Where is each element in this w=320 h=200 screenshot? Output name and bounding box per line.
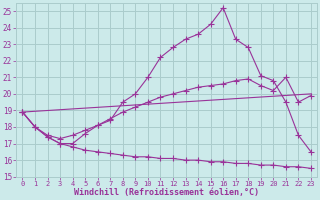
X-axis label: Windchill (Refroidissement éolien,°C): Windchill (Refroidissement éolien,°C) [74,188,259,197]
